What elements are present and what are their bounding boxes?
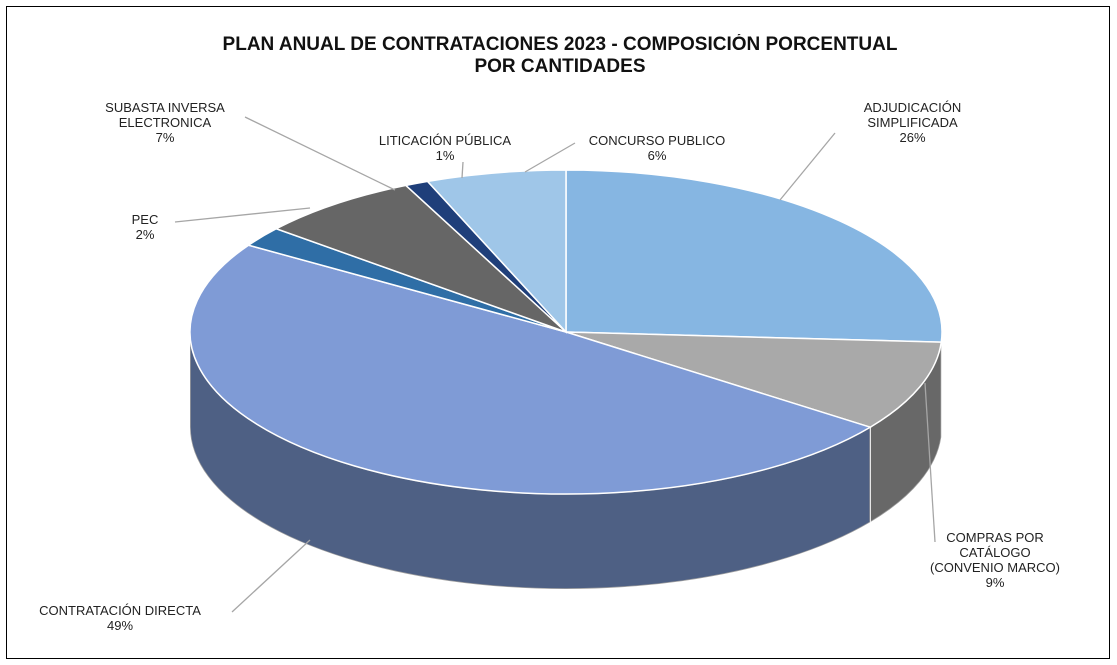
leader-line: [461, 161, 464, 179]
data-label: ADJUDICACIÓN SIMPLIFICADA 26%: [840, 100, 985, 145]
leader-line: [244, 116, 396, 191]
label-value: 6%: [647, 148, 667, 163]
slice: [426, 169, 567, 334]
label-category: LITICACIÓN PÚBLICA: [378, 133, 512, 148]
data-label: PEC 2%: [125, 212, 165, 242]
leader-line: [524, 142, 576, 173]
slice-side-shade: [870, 342, 942, 523]
data-label: LITICACIÓN PÚBLICA 1%: [345, 133, 545, 163]
leader-line: [779, 132, 836, 201]
data-label: COMPRAS POR CATÁLOGO (CONVENIO MARCO) 9%: [925, 530, 1065, 590]
data-label-box: COMPRAS POR CATÁLOGO (CONVENIO MARCO)9%: [925, 530, 1065, 590]
label-category: SUBASTA INVERSA ELECTRONICA: [105, 100, 225, 130]
label-value: 1%: [435, 148, 455, 163]
label-category: CONTRATACIÓN DIRECTA: [39, 603, 201, 618]
label-category: PEC: [131, 212, 159, 227]
leader-line: [924, 382, 936, 543]
label-value: 9%: [985, 575, 1005, 590]
slice-side-shade: [190, 332, 871, 589]
data-label: CONCURSO PUBLICO 6%: [557, 133, 757, 163]
data-label: CONTRATACIÓN DIRECTA 49%: [10, 603, 230, 633]
slice: [274, 184, 567, 333]
label-value: 2%: [135, 227, 155, 242]
label-category: COMPRAS POR CATÁLOGO (CONVENIO MARCO): [930, 530, 1060, 575]
label-category: CONCURSO PUBLICO: [588, 133, 726, 148]
title-box: PLAN ANUAL DE CONTRATACIONES 2023 - COMP…: [222, 34, 898, 77]
chart-title: PLAN ANUAL DE CONTRATACIONES 2023 - COMP…: [222, 34, 898, 77]
label-value: 49%: [106, 618, 134, 633]
slice: [189, 244, 873, 495]
slice: [565, 331, 943, 429]
label-value: 7%: [155, 130, 175, 145]
slice: [565, 169, 943, 343]
leader-line: [174, 207, 311, 223]
leader-line: [231, 539, 311, 613]
data-label: SUBASTA INVERSA ELECTRONICA 7%: [75, 100, 255, 145]
label-value: 26%: [899, 130, 926, 145]
label-category: ADJUDICACIÓN SIMPLIFICADA: [863, 100, 962, 130]
